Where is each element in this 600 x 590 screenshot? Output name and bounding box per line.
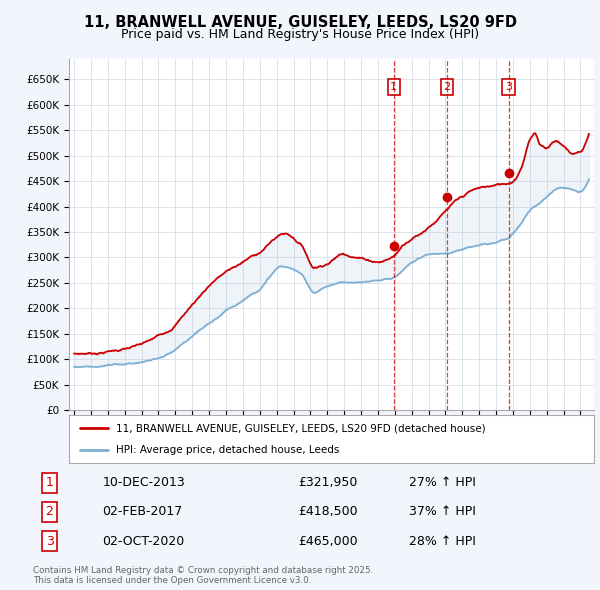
Text: 2: 2 — [46, 505, 53, 519]
Text: 37% ↑ HPI: 37% ↑ HPI — [409, 505, 476, 519]
Text: 28% ↑ HPI: 28% ↑ HPI — [409, 535, 476, 548]
Text: £465,000: £465,000 — [298, 535, 358, 548]
Text: Contains HM Land Registry data © Crown copyright and database right 2025.
This d: Contains HM Land Registry data © Crown c… — [33, 566, 373, 585]
Text: 10-DEC-2013: 10-DEC-2013 — [103, 476, 185, 489]
Text: £418,500: £418,500 — [298, 505, 358, 519]
Text: 11, BRANWELL AVENUE, GUISELEY, LEEDS, LS20 9FD (detached house): 11, BRANWELL AVENUE, GUISELEY, LEEDS, LS… — [116, 423, 486, 433]
Text: 02-FEB-2017: 02-FEB-2017 — [103, 505, 183, 519]
Text: £321,950: £321,950 — [298, 476, 357, 489]
Text: 02-OCT-2020: 02-OCT-2020 — [103, 535, 185, 548]
Text: HPI: Average price, detached house, Leeds: HPI: Average price, detached house, Leed… — [116, 445, 340, 455]
Text: Price paid vs. HM Land Registry's House Price Index (HPI): Price paid vs. HM Land Registry's House … — [121, 28, 479, 41]
Text: 11, BRANWELL AVENUE, GUISELEY, LEEDS, LS20 9FD: 11, BRANWELL AVENUE, GUISELEY, LEEDS, LS… — [83, 15, 517, 30]
Text: 27% ↑ HPI: 27% ↑ HPI — [409, 476, 476, 489]
Text: 2: 2 — [443, 82, 451, 92]
Text: 3: 3 — [46, 535, 53, 548]
Text: 1: 1 — [46, 476, 53, 489]
Text: 3: 3 — [505, 82, 512, 92]
Text: 1: 1 — [390, 82, 397, 92]
